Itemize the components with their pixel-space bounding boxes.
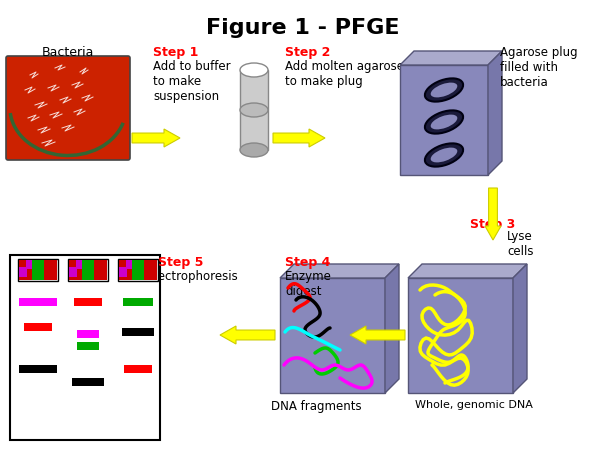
Ellipse shape bbox=[425, 110, 463, 133]
Bar bbox=[19, 260, 57, 280]
Text: Step 1: Step 1 bbox=[153, 46, 198, 59]
Ellipse shape bbox=[431, 114, 458, 129]
Text: Whole, genomic DNA: Whole, genomic DNA bbox=[415, 400, 533, 410]
FancyArrow shape bbox=[273, 129, 325, 147]
Text: Add to buffer
to make
suspension: Add to buffer to make suspension bbox=[153, 60, 231, 103]
Polygon shape bbox=[400, 51, 502, 65]
Text: Step 2: Step 2 bbox=[285, 46, 330, 59]
Bar bbox=[400, 65, 488, 175]
Bar bbox=[19, 365, 57, 373]
Polygon shape bbox=[513, 264, 527, 393]
Bar bbox=[68, 259, 108, 281]
Bar bbox=[74, 298, 102, 306]
Bar bbox=[69, 267, 77, 277]
Bar bbox=[124, 365, 152, 373]
FancyArrow shape bbox=[350, 326, 405, 344]
Ellipse shape bbox=[240, 103, 268, 117]
Bar bbox=[119, 260, 157, 280]
Text: Lyse
cells: Lyse cells bbox=[507, 230, 533, 258]
Text: DNA fragments: DNA fragments bbox=[271, 400, 361, 413]
Bar bbox=[280, 278, 385, 393]
Bar bbox=[118, 259, 158, 281]
Bar bbox=[82, 260, 94, 280]
Bar bbox=[19, 267, 27, 277]
Text: Step 4: Step 4 bbox=[285, 256, 330, 269]
Text: Step 5: Step 5 bbox=[158, 256, 204, 269]
Text: Enzyme
digest: Enzyme digest bbox=[285, 270, 332, 298]
FancyBboxPatch shape bbox=[6, 56, 130, 160]
Text: Bacteria: Bacteria bbox=[42, 46, 94, 59]
FancyArrow shape bbox=[132, 129, 180, 147]
Text: Step 3: Step 3 bbox=[470, 218, 515, 231]
Ellipse shape bbox=[240, 143, 268, 157]
Bar bbox=[69, 260, 107, 280]
Bar bbox=[77, 330, 99, 338]
Bar bbox=[18, 259, 58, 281]
Polygon shape bbox=[488, 51, 502, 175]
Bar bbox=[10, 255, 160, 440]
Bar bbox=[26, 260, 32, 269]
Ellipse shape bbox=[425, 143, 463, 167]
Bar bbox=[24, 323, 52, 331]
Polygon shape bbox=[280, 264, 399, 278]
Ellipse shape bbox=[431, 148, 458, 163]
Polygon shape bbox=[385, 264, 399, 393]
Bar bbox=[19, 298, 57, 306]
Text: Add molten agarose
to make plug: Add molten agarose to make plug bbox=[285, 60, 404, 88]
Bar bbox=[126, 260, 132, 269]
Text: Electrophoresis: Electrophoresis bbox=[148, 270, 239, 283]
FancyArrow shape bbox=[220, 326, 275, 344]
Bar bbox=[122, 328, 154, 336]
Bar bbox=[72, 378, 104, 386]
Text: Figure 1 - PFGE: Figure 1 - PFGE bbox=[206, 18, 400, 38]
FancyArrow shape bbox=[485, 188, 501, 240]
Ellipse shape bbox=[425, 79, 463, 102]
Bar bbox=[76, 260, 82, 269]
Ellipse shape bbox=[431, 83, 458, 98]
Bar bbox=[240, 70, 268, 150]
Bar bbox=[132, 260, 144, 280]
Bar bbox=[77, 342, 99, 350]
Bar bbox=[123, 298, 153, 306]
Bar bbox=[119, 267, 127, 277]
Text: Agarose plug
filled with
bacteria: Agarose plug filled with bacteria bbox=[500, 46, 578, 89]
Polygon shape bbox=[408, 264, 527, 278]
Bar bbox=[32, 260, 44, 280]
Ellipse shape bbox=[240, 63, 268, 77]
Bar bbox=[408, 278, 513, 393]
